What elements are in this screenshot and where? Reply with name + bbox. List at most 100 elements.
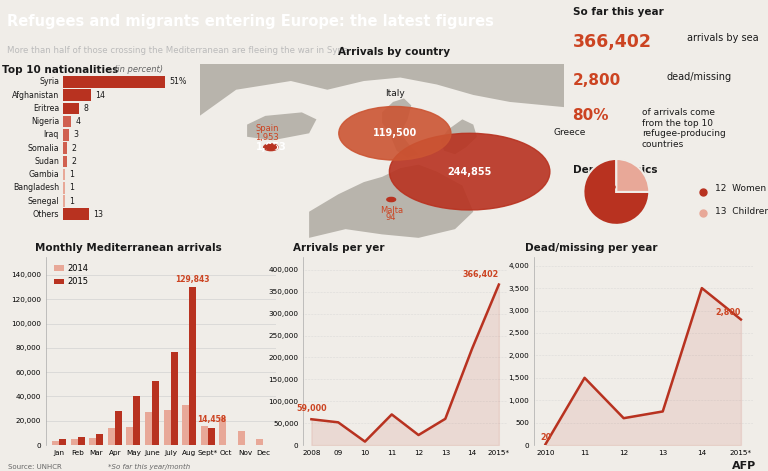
Text: Sudan: Sudan: [34, 157, 59, 166]
Text: dead/missing: dead/missing: [666, 72, 731, 82]
Circle shape: [387, 197, 396, 202]
Bar: [78, 437, 84, 445]
Polygon shape: [200, 64, 564, 116]
FancyBboxPatch shape: [63, 89, 91, 101]
Text: 244,855: 244,855: [448, 167, 492, 177]
Text: Others: Others: [32, 210, 59, 219]
Bar: [200, 426, 207, 445]
Text: 2: 2: [71, 144, 76, 153]
Text: 2,800: 2,800: [716, 308, 741, 317]
Text: Gambia: Gambia: [28, 170, 59, 179]
Text: Demographics: Demographics: [573, 165, 657, 175]
Text: 8: 8: [83, 104, 88, 113]
FancyBboxPatch shape: [63, 129, 69, 141]
Bar: [52, 441, 59, 445]
Text: Senegal: Senegal: [28, 196, 59, 205]
Text: Dead/missing per year: Dead/missing per year: [525, 243, 657, 253]
Text: 1: 1: [69, 183, 74, 192]
Text: 94: 94: [386, 213, 396, 222]
FancyBboxPatch shape: [63, 142, 67, 154]
Text: 14,458: 14,458: [197, 415, 226, 424]
Text: 129,843: 129,843: [175, 275, 210, 284]
Text: Monthly Mediterranean arrivals: Monthly Mediterranean arrivals: [35, 243, 221, 253]
Text: 20: 20: [540, 433, 551, 442]
Bar: [108, 428, 115, 445]
Bar: [96, 433, 104, 445]
Bar: [257, 439, 263, 445]
Text: 51%: 51%: [169, 77, 187, 86]
Text: Eritrea: Eritrea: [33, 104, 59, 113]
Bar: [170, 351, 177, 445]
Text: arrivals by sea: arrivals by sea: [687, 33, 758, 43]
Text: 13  Children: 13 Children: [715, 207, 768, 217]
FancyBboxPatch shape: [63, 195, 65, 207]
FancyBboxPatch shape: [63, 76, 165, 88]
Text: 13: 13: [93, 210, 103, 219]
Bar: [115, 411, 122, 445]
Text: *So far this year/month: *So far this year/month: [108, 463, 190, 470]
Text: 366,402: 366,402: [573, 33, 651, 51]
FancyBboxPatch shape: [63, 103, 79, 114]
Bar: [164, 410, 170, 445]
Text: AFP: AFP: [732, 461, 756, 471]
Text: More than half of those crossing the Mediterranean are fleeing the war in Syria: More than half of those crossing the Med…: [7, 46, 349, 55]
Circle shape: [389, 133, 550, 210]
Text: 1: 1: [69, 196, 74, 205]
Text: Iraq: Iraq: [44, 130, 59, 139]
Bar: [89, 438, 96, 445]
Text: So far this year: So far this year: [573, 7, 664, 17]
Text: 4: 4: [75, 117, 80, 126]
FancyBboxPatch shape: [63, 155, 67, 167]
FancyBboxPatch shape: [63, 169, 65, 180]
Text: 119,500: 119,500: [372, 128, 417, 138]
Text: 3: 3: [73, 130, 78, 139]
Polygon shape: [382, 98, 419, 158]
Text: Source: UNHCR: Source: UNHCR: [8, 463, 61, 470]
Text: 14: 14: [95, 90, 105, 100]
Text: of arrivals come
from the top 10
refugee-producing
countries: of arrivals come from the top 10 refugee…: [642, 108, 726, 148]
Text: 366,402: 366,402: [462, 270, 499, 279]
Polygon shape: [441, 119, 477, 154]
FancyBboxPatch shape: [63, 209, 89, 220]
Bar: [219, 417, 227, 445]
Circle shape: [389, 199, 392, 200]
Text: 80%: 80%: [573, 108, 609, 123]
Polygon shape: [309, 165, 473, 238]
Polygon shape: [247, 113, 316, 140]
Wedge shape: [616, 159, 649, 192]
Bar: [71, 439, 78, 445]
Legend: 2014, 2015: 2014, 2015: [50, 261, 91, 290]
Text: 1,953: 1,953: [256, 142, 286, 152]
Bar: [134, 397, 141, 445]
Text: 1: 1: [69, 170, 74, 179]
Text: Arrivals by country: Arrivals by country: [338, 47, 450, 57]
Circle shape: [339, 106, 451, 160]
FancyBboxPatch shape: [63, 182, 65, 194]
Text: Refugees and migrants entering Europe: the latest figures: Refugees and migrants entering Europe: t…: [7, 14, 494, 29]
Bar: [189, 287, 196, 445]
Text: Greece: Greece: [554, 128, 586, 137]
Bar: [182, 405, 189, 445]
Text: Malta: Malta: [379, 206, 402, 216]
Wedge shape: [584, 159, 649, 225]
Bar: [145, 412, 152, 445]
Text: Nigeria: Nigeria: [31, 117, 59, 126]
Bar: [238, 430, 245, 445]
Text: 59,000: 59,000: [296, 405, 326, 414]
Text: Top 10 nationalities: Top 10 nationalities: [2, 65, 118, 75]
Bar: [207, 428, 215, 445]
Bar: [127, 427, 134, 445]
Text: 2: 2: [71, 157, 76, 166]
Circle shape: [266, 145, 276, 150]
Text: Spain: Spain: [256, 124, 279, 133]
Circle shape: [263, 144, 278, 151]
Bar: [152, 381, 159, 445]
Text: (in percent): (in percent): [114, 65, 163, 74]
Text: Italy: Italy: [385, 89, 405, 98]
Text: 1,953: 1,953: [255, 133, 279, 142]
Text: 2,800: 2,800: [573, 73, 621, 88]
Text: Afghanistan: Afghanistan: [12, 90, 59, 100]
Text: Somalia: Somalia: [28, 144, 59, 153]
Bar: [59, 439, 66, 445]
FancyBboxPatch shape: [63, 116, 71, 128]
